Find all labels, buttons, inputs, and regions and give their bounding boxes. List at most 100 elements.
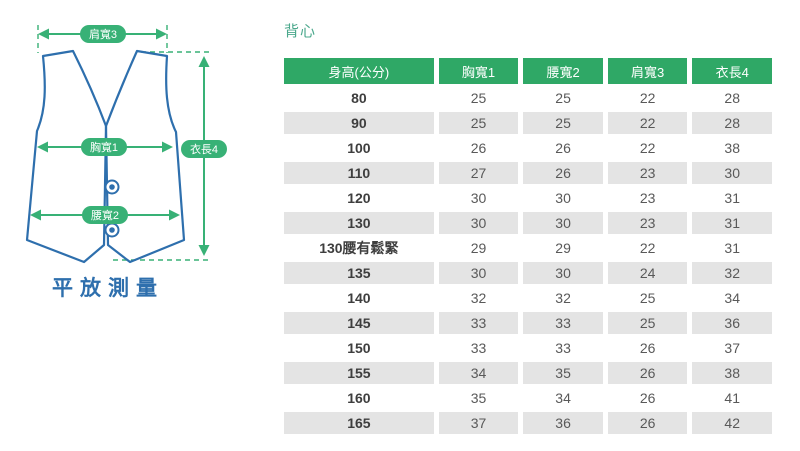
measurement-cell: 26 [607, 362, 688, 384]
measurement-cell: 32 [692, 262, 772, 284]
measurement-cell: 30 [523, 187, 603, 209]
table-row: 120 30 30 23 31 [284, 187, 772, 209]
size-table: 身高(公分) 胸寬1 腰寬2 肩寬3 衣長4 80 25 25 22 28 90 25 25 22 28 1… [279, 55, 777, 437]
table-row: 90 25 25 22 28 [284, 112, 772, 134]
height-cell: 120 [284, 187, 434, 209]
height-cell: 150 [284, 337, 434, 359]
measurement-cell: 37 [438, 412, 519, 434]
measurement-cell: 25 [438, 112, 519, 134]
vest-button-top-dot-icon [109, 184, 115, 190]
measurement-cell: 33 [523, 337, 603, 359]
measurement-cell: 35 [523, 362, 603, 384]
vest-button-bottom-dot-icon [109, 227, 115, 233]
measurement-cell: 30 [523, 262, 603, 284]
header-row: 身高(公分) 胸寬1 腰寬2 肩寬3 衣長4 [284, 58, 772, 84]
height-cell: 135 [284, 262, 434, 284]
measurement-cell: 25 [607, 312, 688, 334]
table-row: 135 30 30 24 32 [284, 262, 772, 284]
vest-outline [25, 49, 186, 264]
table-row: 130腰有鬆緊 29 29 22 31 [284, 237, 772, 259]
measurement-cell: 30 [438, 262, 519, 284]
measurement-cell: 36 [692, 312, 772, 334]
flat-measure-caption: 平放測量 [52, 276, 164, 300]
column-header: 衣長4 [692, 58, 772, 84]
measurement-cell: 26 [438, 137, 519, 159]
height-cell: 130腰有鬆緊 [284, 237, 434, 259]
measurement-cell: 25 [607, 287, 688, 309]
measurement-cell: 22 [607, 237, 688, 259]
size-table-panel: 背心 身高(公分) 胸寬1 腰寬2 肩寬3 衣長4 80 25 25 22 28 90 25 25 22… [278, 0, 800, 451]
table-row: 100 26 26 22 38 [284, 137, 772, 159]
measurement-cell: 31 [692, 187, 772, 209]
table-row: 165 37 36 26 42 [284, 412, 772, 434]
chest-width-arrow: 胸寬1 [37, 138, 173, 156]
chest-width-label: 胸寬1 [90, 140, 118, 154]
measurement-cell: 25 [438, 87, 519, 109]
measurement-cell: 33 [438, 337, 519, 359]
measurement-cell: 36 [523, 412, 603, 434]
measurement-cell: 41 [692, 387, 772, 409]
section-title: 背心 [284, 23, 317, 40]
height-cell: 110 [284, 162, 434, 184]
table-row: 140 32 32 25 34 [284, 287, 772, 309]
column-header: 肩寬3 [607, 58, 688, 84]
table-row: 150 33 33 26 37 [284, 337, 772, 359]
measurement-cell: 30 [523, 212, 603, 234]
measurement-cell: 23 [607, 162, 688, 184]
height-cell: 100 [284, 137, 434, 159]
shoulder-width-arrow: 肩寬3 [38, 25, 167, 43]
measurement-cell: 38 [692, 362, 772, 384]
measurement-cell: 26 [523, 137, 603, 159]
measurement-cell: 34 [523, 387, 603, 409]
measurement-cell: 22 [607, 87, 688, 109]
measurement-cell: 28 [692, 112, 772, 134]
vest-measurement-diagram: 肩寬3 胸寬1 腰寬2 [25, 25, 227, 300]
measurement-cell: 25 [523, 112, 603, 134]
shoulder-width-label: 肩寬3 [89, 27, 117, 41]
dashed-guides [37, 25, 209, 261]
measurement-cell: 30 [692, 162, 772, 184]
measurement-cell: 32 [523, 287, 603, 309]
column-header: 腰寬2 [523, 58, 603, 84]
measurement-cell: 42 [692, 412, 772, 434]
measurement-cell: 26 [607, 337, 688, 359]
garment-length-label: 衣長4 [190, 142, 218, 156]
measurement-cell: 30 [438, 187, 519, 209]
measurement-cell: 22 [607, 112, 688, 134]
waist-width-label: 腰寬2 [91, 208, 119, 222]
height-cell: 145 [284, 312, 434, 334]
measurement-cell: 22 [607, 137, 688, 159]
height-cell: 160 [284, 387, 434, 409]
measurement-diagram-panel: 肩寬3 胸寬1 腰寬2 [0, 0, 278, 451]
measurement-cell: 30 [438, 212, 519, 234]
measurement-cell: 33 [523, 312, 603, 334]
measurement-cell: 27 [438, 162, 519, 184]
waist-width-arrow: 腰寬2 [30, 206, 180, 224]
measurement-cell: 37 [692, 337, 772, 359]
measurement-cell: 26 [607, 412, 688, 434]
column-header: 胸寬1 [438, 58, 519, 84]
measurement-cell: 34 [438, 362, 519, 384]
measurement-cell: 26 [523, 162, 603, 184]
vest-left-panel [25, 49, 108, 264]
height-cell: 140 [284, 287, 434, 309]
height-cell: 130 [284, 212, 434, 234]
measurement-cell: 23 [607, 212, 688, 234]
vest-right-panel [104, 49, 186, 264]
measurement-cell: 34 [692, 287, 772, 309]
measurement-cell: 31 [692, 212, 772, 234]
table-row: 110 27 26 23 30 [284, 162, 772, 184]
height-cell: 165 [284, 412, 434, 434]
garment-length-arrow: 衣長4 [181, 56, 227, 256]
table-row: 130 30 30 23 31 [284, 212, 772, 234]
measurement-cell: 23 [607, 187, 688, 209]
height-cell: 155 [284, 362, 434, 384]
measurement-cell: 25 [523, 87, 603, 109]
measurement-cell: 28 [692, 87, 772, 109]
height-cell: 90 [284, 112, 434, 134]
measurement-cell: 32 [438, 287, 519, 309]
height-cell: 80 [284, 87, 434, 109]
measurement-cell: 29 [523, 237, 603, 259]
size-table-header: 身高(公分) 胸寬1 腰寬2 肩寬3 衣長4 [284, 58, 772, 84]
